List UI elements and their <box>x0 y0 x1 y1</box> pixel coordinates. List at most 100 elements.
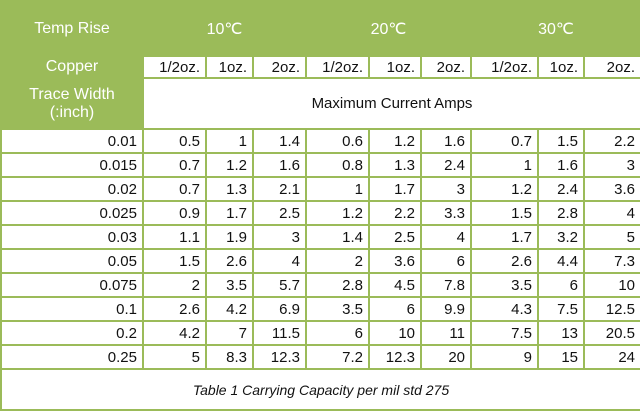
current-cell: 1.6 <box>420 128 472 154</box>
table-row: 0.1 2.6 4.2 6.9 3.5 6 9.9 4.3 7.5 12.5 <box>0 296 640 322</box>
temp-header: 20℃ <box>305 0 472 57</box>
current-cell: 1.5 <box>470 200 539 226</box>
current-cell: 20.5 <box>583 320 640 346</box>
current-cell: 4 <box>420 224 472 250</box>
trace-width-cell: 0.01 <box>0 128 144 154</box>
current-cell: 1 <box>305 176 370 202</box>
current-cell: 10 <box>368 320 422 346</box>
trace-width-cell: 0.025 <box>0 200 144 226</box>
current-cell: 7 <box>205 320 254 346</box>
current-cell: 0.7 <box>470 128 539 154</box>
current-cell: 4.2 <box>205 296 254 322</box>
current-cell: 3 <box>420 176 472 202</box>
trace-width-cell: 0.2 <box>0 320 144 346</box>
weight-header: 1oz. <box>205 55 254 79</box>
current-cell: 2.6 <box>142 296 207 322</box>
current-cell: 4.4 <box>537 248 585 274</box>
temp-header: 30℃ <box>470 0 640 57</box>
current-cell: 1.7 <box>368 176 422 202</box>
current-cell: 2.4 <box>420 152 472 178</box>
copper-header: Copper <box>0 55 144 79</box>
trace-width-cell: 0.03 <box>0 224 144 250</box>
current-cell: 4.5 <box>368 272 422 298</box>
table-row: 0.05 1.5 2.6 4 2 3.6 6 2.6 4.4 7.3 <box>0 248 640 274</box>
current-cell: 24 <box>583 344 640 370</box>
current-cell: 1.4 <box>252 128 307 154</box>
current-cell: 1.2 <box>305 200 370 226</box>
current-cell: 5.7 <box>252 272 307 298</box>
current-cell: 0.8 <box>305 152 370 178</box>
current-cell: 7.5 <box>470 320 539 346</box>
current-cell: 12.5 <box>583 296 640 322</box>
current-cell: 10 <box>583 272 640 298</box>
current-cell: 1.9 <box>205 224 254 250</box>
table-row: 0.03 1.1 1.9 3 1.4 2.5 4 1.7 3.2 5 <box>0 224 640 250</box>
current-cell: 3.5 <box>205 272 254 298</box>
current-cell: 2.6 <box>470 248 539 274</box>
current-cell: 1.5 <box>142 248 207 274</box>
trace-width-cell: 0.015 <box>0 152 144 178</box>
trace-width-cell: 0.02 <box>0 176 144 202</box>
current-cell: 7.2 <box>305 344 370 370</box>
current-cell: 2.5 <box>368 224 422 250</box>
current-cell: 1.7 <box>470 224 539 250</box>
current-cell: 7.3 <box>583 248 640 274</box>
header-line: (:inch) <box>49 103 95 121</box>
current-cell: 0.7 <box>142 152 207 178</box>
current-cell: 1.3 <box>368 152 422 178</box>
trace-width-cell: 0.075 <box>0 272 144 298</box>
current-cell: 1.2 <box>470 176 539 202</box>
current-cell: 2.6 <box>205 248 254 274</box>
current-cell: 2 <box>305 248 370 274</box>
current-cell: 2 <box>142 272 207 298</box>
current-cell: 2.4 <box>537 176 585 202</box>
current-cell: 2.2 <box>368 200 422 226</box>
table-row: 0.2 4.2 7 11.5 6 10 11 7.5 13 20.5 <box>0 320 640 346</box>
current-cell: 2.5 <box>252 200 307 226</box>
table-row: 0.075 2 3.5 5.7 2.8 4.5 7.8 3.5 6 10 <box>0 272 640 298</box>
current-cell: 6 <box>368 296 422 322</box>
current-cell: 1.6 <box>252 152 307 178</box>
caption-row: Table 1 Carrying Capacity per mil std 27… <box>0 368 640 411</box>
trace-width-cell: 0.05 <box>0 248 144 274</box>
temp-header: 10℃ <box>142 0 307 57</box>
current-cell: 0.7 <box>142 176 207 202</box>
current-cell: 2.8 <box>305 272 370 298</box>
table-row: 0.02 0.7 1.3 2.1 1 1.7 3 1.2 2.4 3.6 <box>0 176 640 202</box>
current-cell: 1 <box>470 152 539 178</box>
temp-rise-header: Temp Rise <box>0 0 144 57</box>
table-row: 0.01 0.5 1 1.4 0.6 1.2 1.6 0.7 1.5 2.2 <box>0 128 640 154</box>
current-cell: 5 <box>583 224 640 250</box>
current-cell: 3.6 <box>583 176 640 202</box>
table-row: 0.025 0.9 1.7 2.5 1.2 2.2 3.3 1.5 2.8 4 <box>0 200 640 226</box>
current-cell: 9.9 <box>420 296 472 322</box>
current-cell: 0.5 <box>142 128 207 154</box>
current-cell: 1.7 <box>205 200 254 226</box>
current-cell: 11.5 <box>252 320 307 346</box>
current-cell: 1.5 <box>537 128 585 154</box>
current-cell: 2.8 <box>537 200 585 226</box>
current-cell: 6.9 <box>252 296 307 322</box>
weight-header: 2oz. <box>252 55 307 79</box>
weight-header: 2oz. <box>420 55 472 79</box>
current-cell: 7.8 <box>420 272 472 298</box>
max-current-header: Maximum Current Amps <box>142 77 640 130</box>
trace-width-header: Trace Width (:inch) <box>0 77 144 130</box>
current-cell: 3.2 <box>537 224 585 250</box>
current-cell: 4.3 <box>470 296 539 322</box>
current-cell: 5 <box>142 344 207 370</box>
current-cell: 1.4 <box>305 224 370 250</box>
header-line: Trace Width <box>29 85 115 103</box>
current-cell: 1.6 <box>537 152 585 178</box>
current-cell: 3.6 <box>368 248 422 274</box>
current-cell: 1 <box>205 128 254 154</box>
current-cell: 11 <box>420 320 472 346</box>
current-cell: 1.3 <box>205 176 254 202</box>
current-cell: 1.2 <box>368 128 422 154</box>
current-cell: 9 <box>470 344 539 370</box>
current-cell: 0.9 <box>142 200 207 226</box>
current-cell: 15 <box>537 344 585 370</box>
current-cell: 6 <box>305 320 370 346</box>
